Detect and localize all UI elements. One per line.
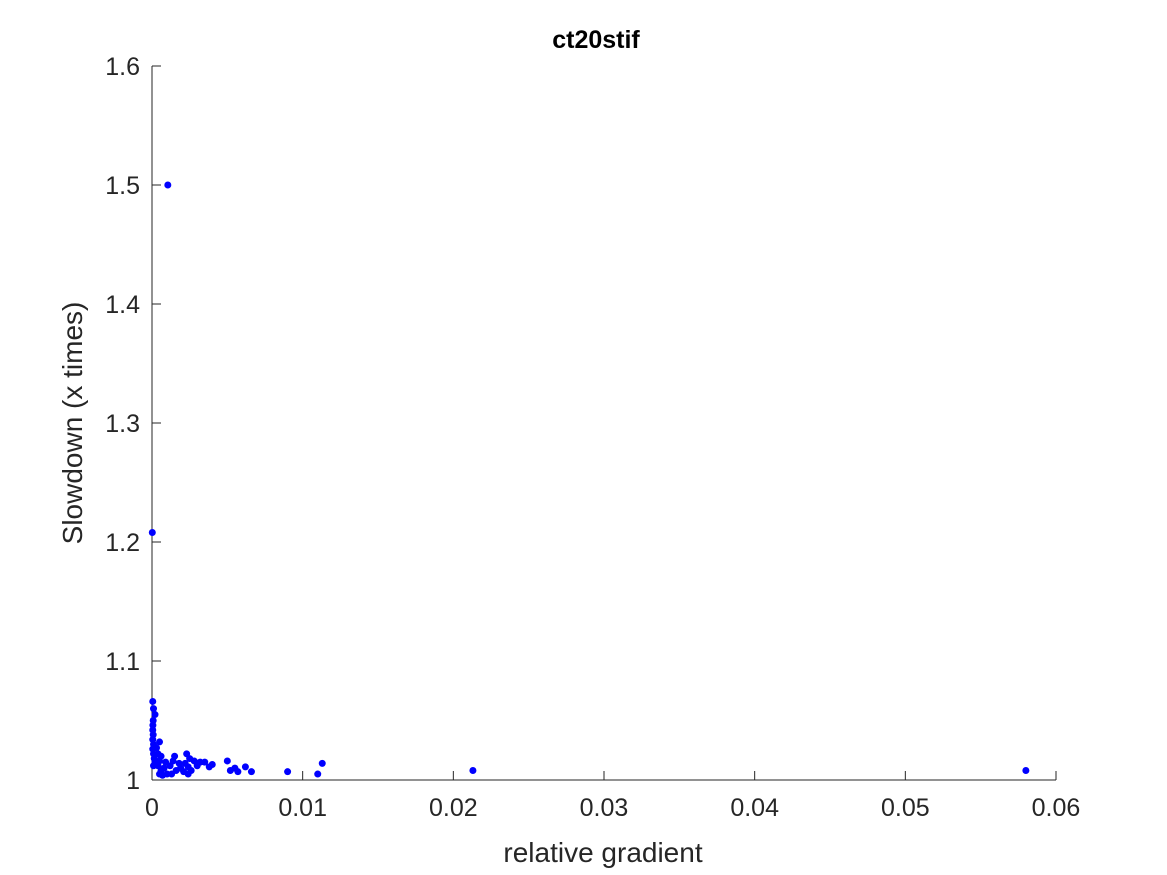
data-point <box>201 758 209 766</box>
data-point <box>168 770 176 778</box>
y-tick-label: 1.5 <box>105 172 140 200</box>
data-point <box>205 763 213 771</box>
data-point <box>169 757 177 765</box>
plot-axes: 0 0.01 0.02 0.03 0.04 0.05 0.06 1 1.1 1.2 1.3 1.4 1.… <box>105 53 1080 822</box>
data-point <box>469 766 477 774</box>
y-axis-label: Slowdown (x times) <box>57 302 88 545</box>
data-point <box>156 738 164 746</box>
data-point <box>150 705 158 713</box>
y-tick-label: 1 <box>126 767 140 795</box>
data-point <box>234 768 242 776</box>
x-tick-label: 0.03 <box>580 794 629 822</box>
data-point <box>184 770 192 778</box>
x-tick-label: 0 <box>145 794 159 822</box>
data-point <box>247 768 255 776</box>
y-tick-label: 1.6 <box>105 53 140 81</box>
x-tick-label: 0.06 <box>1032 794 1081 822</box>
data-point <box>153 744 161 752</box>
data-points <box>148 181 1030 779</box>
chart-title: ct20stif <box>552 26 640 54</box>
x-tick-label: 0.04 <box>730 794 779 822</box>
y-tick-label: 1.3 <box>105 410 140 438</box>
data-point <box>1022 766 1030 774</box>
x-tick-label: 0.01 <box>278 794 327 822</box>
data-point <box>284 768 292 776</box>
data-point <box>148 528 156 536</box>
data-point <box>241 763 249 771</box>
data-point <box>149 697 157 705</box>
y-tick-label: 1.2 <box>105 529 140 557</box>
x-tick-label: 0.05 <box>881 794 930 822</box>
y-tick-label: 1.4 <box>105 291 140 319</box>
data-point <box>151 711 159 719</box>
y-tick-label: 1.1 <box>105 648 140 676</box>
data-point <box>164 181 172 189</box>
data-point <box>160 764 168 772</box>
x-tick-label: 0.02 <box>429 794 478 822</box>
data-point <box>223 757 231 765</box>
data-point <box>318 759 326 767</box>
data-point <box>314 770 322 778</box>
x-axis-label: relative gradient <box>503 837 702 868</box>
